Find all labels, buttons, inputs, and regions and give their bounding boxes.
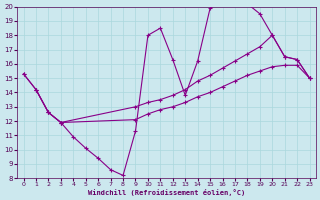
X-axis label: Windchill (Refroidissement éolien,°C): Windchill (Refroidissement éolien,°C) [88,189,245,196]
